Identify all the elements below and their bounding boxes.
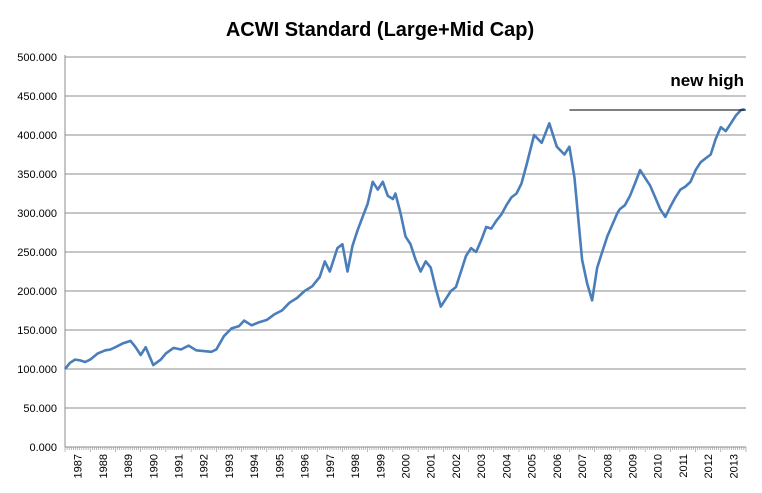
y-tick-label: 350.000 bbox=[17, 169, 57, 181]
new-high-label: new high bbox=[670, 71, 744, 90]
x-tick-label: 2000 bbox=[401, 454, 413, 478]
annotation-group: new high bbox=[569, 71, 746, 111]
y-tick-label: 300.000 bbox=[17, 208, 57, 220]
y-tick-label: 0.000 bbox=[29, 442, 57, 454]
series-line bbox=[63, 108, 745, 370]
x-tick-label: 1995 bbox=[274, 454, 286, 478]
y-tick-label: 400.000 bbox=[17, 130, 57, 142]
x-tick-label: 1992 bbox=[199, 454, 211, 478]
x-tick-label: 1993 bbox=[224, 454, 236, 478]
x-tick-label: 2003 bbox=[476, 454, 488, 478]
x-tick-labels: 1987 1988 1989 1990 1991 1992 1993 1994 1995 1996… bbox=[73, 454, 741, 478]
x-tick-label: 2008 bbox=[602, 454, 614, 478]
y-tick-label: 50.000 bbox=[23, 403, 57, 415]
x-tick-label: 2002 bbox=[451, 454, 463, 478]
x-tick-label: 1988 bbox=[98, 454, 110, 478]
x-tick-label: 2004 bbox=[501, 454, 513, 478]
x-tick-label: 2006 bbox=[552, 454, 564, 478]
x-tick-label: 2012 bbox=[703, 454, 715, 478]
x-tick-label: 2005 bbox=[527, 454, 539, 478]
x-tick-label: 1990 bbox=[148, 454, 160, 478]
y-tick-label: 150.000 bbox=[17, 325, 57, 337]
x-tick-label: 2001 bbox=[426, 454, 438, 478]
y-tick-label: 450.000 bbox=[17, 91, 57, 103]
x-tick-label: 2013 bbox=[728, 454, 740, 478]
chart-title: ACWI Standard (Large+Mid Cap) bbox=[226, 19, 534, 41]
x-tick-label: 1999 bbox=[375, 454, 387, 478]
x-tick-label: 1998 bbox=[350, 454, 362, 478]
y-tick-label: 100.000 bbox=[17, 364, 57, 376]
x-tick-label: 2010 bbox=[653, 454, 665, 478]
x-tick-label: 1991 bbox=[174, 454, 186, 478]
y-tick-label: 500.000 bbox=[17, 52, 57, 64]
y-tick-labels: 0.000 50.000 100.000 150.000 200.000 250.000 3… bbox=[17, 52, 57, 454]
x-tick-label: 2009 bbox=[628, 454, 640, 478]
y-tick-label: 250.000 bbox=[17, 247, 57, 259]
x-tick-label: 1997 bbox=[325, 454, 337, 478]
axes bbox=[64, 55, 747, 452]
x-tick-label: 2011 bbox=[678, 454, 690, 478]
x-tick-label: 1989 bbox=[123, 454, 135, 478]
x-tick-label: 1996 bbox=[300, 454, 312, 478]
series-group bbox=[63, 108, 745, 370]
x-tick-label: 1987 bbox=[73, 454, 85, 478]
gridlines bbox=[65, 56, 746, 409]
x-tick-label: 2007 bbox=[577, 454, 589, 478]
y-tick-label: 200.000 bbox=[17, 286, 57, 298]
x-tick-label: 1994 bbox=[249, 454, 261, 478]
